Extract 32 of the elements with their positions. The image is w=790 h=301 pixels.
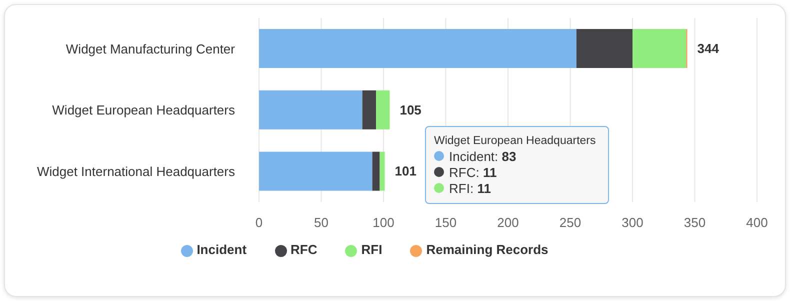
total-label: 101: [394, 164, 416, 179]
annotation: RFC: 11: [448, 165, 498, 181]
y-tick-label: Widget Manufacturing Center: [66, 41, 236, 56]
legend-label: Remaining Records: [426, 242, 548, 257]
bar: [259, 90, 362, 130]
x-tick-label: 100: [372, 215, 394, 230]
bar: [362, 90, 376, 130]
total-label: 344: [697, 41, 720, 56]
y-tick-label: Widget European Headquarters: [52, 102, 236, 118]
x-tick-label: 250: [559, 215, 582, 230]
x-tick-label: 350: [684, 215, 706, 230]
annotation: RFI: 11: [448, 181, 492, 197]
x-tick-label: 0: [255, 215, 263, 230]
total-label: 105: [400, 102, 422, 118]
x-tick-label: 150: [434, 215, 457, 230]
x-tick-label: 50: [314, 215, 328, 230]
bar: [380, 152, 385, 191]
annotation: Widget European Headquarters: [434, 134, 597, 149]
bar: [632, 29, 686, 68]
annotation: Incident: 83: [448, 149, 518, 165]
bar: [259, 152, 372, 191]
legend-label: RFC: [290, 242, 318, 257]
bar: [372, 152, 380, 191]
y-tick-label: Widget International Headquarters: [36, 164, 236, 179]
x-tick-label: 400: [746, 215, 768, 230]
x-tick-label: 200: [497, 215, 519, 230]
legend-label: RFI: [361, 242, 382, 257]
x-tick-label: 300: [622, 215, 644, 230]
bar: [576, 29, 632, 68]
legend-label: Incident: [196, 242, 247, 257]
bar: [259, 29, 576, 68]
bar: [376, 90, 390, 130]
